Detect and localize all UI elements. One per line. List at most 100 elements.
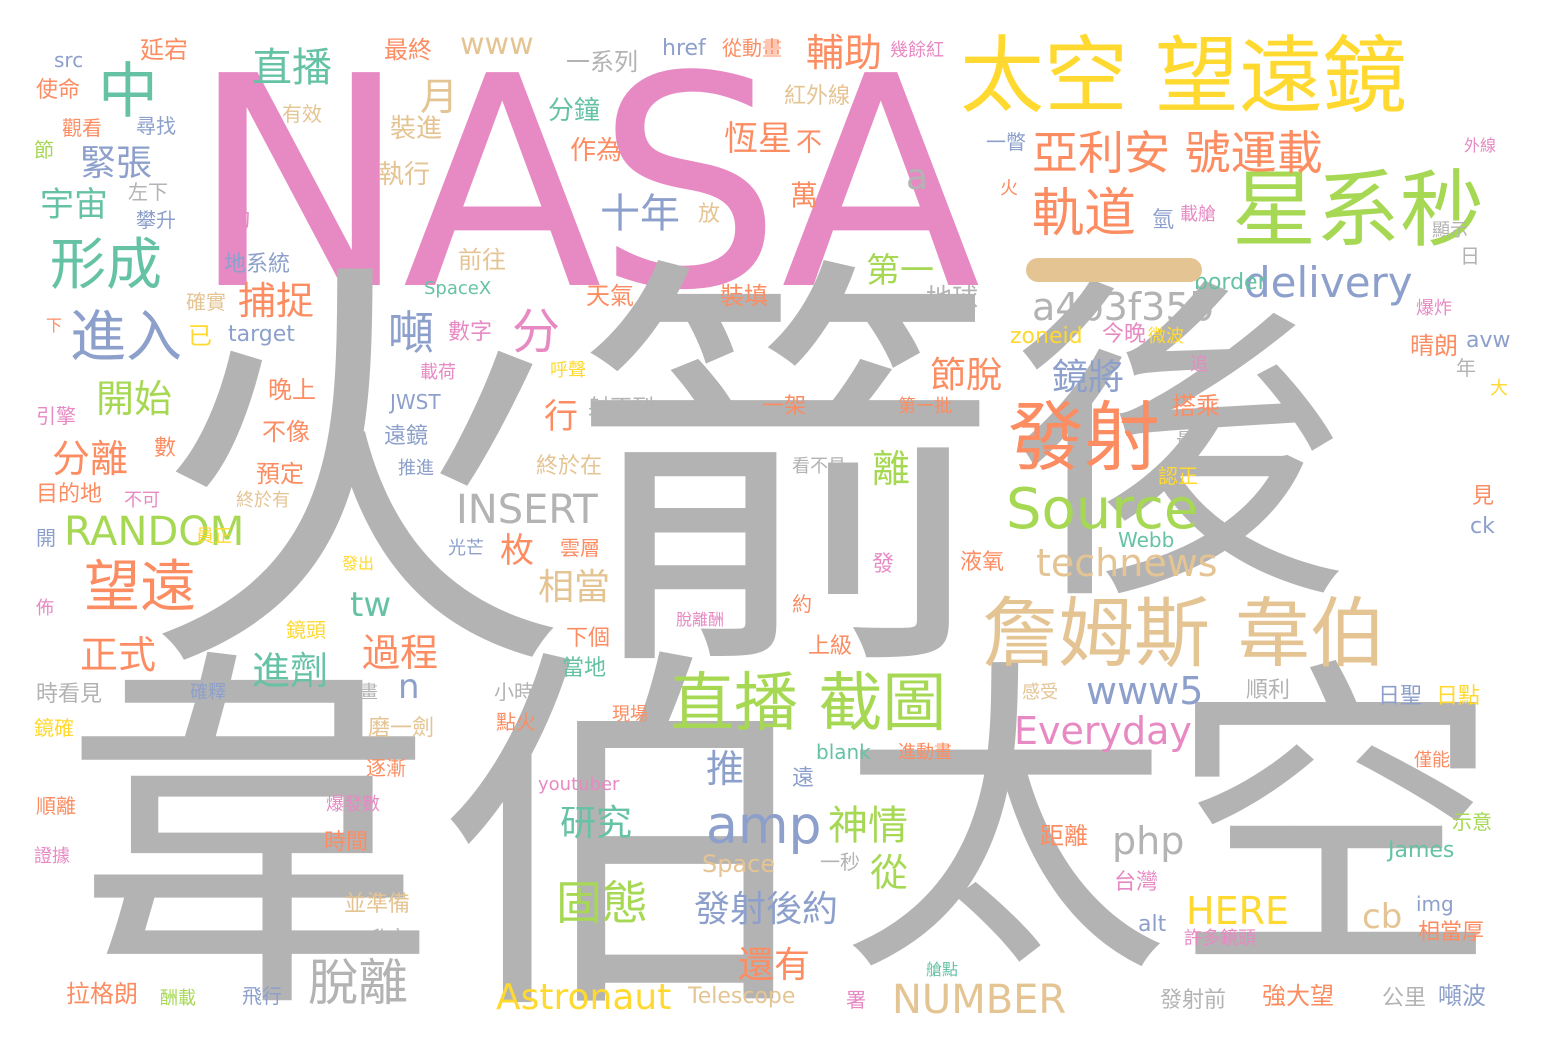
- word-jingque: 鏡確: [34, 716, 74, 740]
- word-husheng: 呼聲: [550, 360, 586, 381]
- word-jinneng: 僅能: [1414, 750, 1450, 771]
- word-shu: 數: [154, 436, 177, 461]
- word-zhongyuyou: 終於有: [236, 490, 290, 511]
- word-spacex: SpaceX: [424, 278, 492, 299]
- word-fashe: 發射: [1008, 393, 1160, 482]
- word-dun: 噸: [388, 306, 434, 360]
- word-tuijin: 推進: [398, 458, 434, 479]
- word-james: James: [1388, 838, 1455, 863]
- dash-mark: [1026, 258, 1202, 282]
- word-yuanzheng: 員正: [196, 526, 232, 547]
- word-amp: amp: [706, 796, 822, 856]
- word-shunli2: 順離: [36, 794, 76, 818]
- word-buke: 不可: [124, 490, 160, 511]
- word-gutai: 固態: [556, 876, 648, 930]
- word-nasa: NASA: [190, 14, 981, 354]
- word-donghua: 動畫: [342, 682, 378, 703]
- word-fasheqian: 發射前: [1160, 988, 1227, 1013]
- word-shijian: 時間: [324, 830, 369, 855]
- word-zhuangtian: 裝填: [720, 282, 768, 310]
- word-n: n: [398, 667, 420, 707]
- word-bu: 不: [796, 128, 823, 158]
- word-dacheng: 搭乘: [1172, 392, 1220, 420]
- word-ck: ck: [1470, 514, 1495, 539]
- word-kanbujian: 看不見: [792, 456, 846, 477]
- word-qianwang: 前往: [458, 246, 506, 274]
- word-xuduojingtou: 許多鏡頭: [1184, 928, 1256, 949]
- word-yue: 月: [420, 75, 459, 119]
- word-avw: avw: [1466, 328, 1511, 353]
- word-border: border: [1194, 270, 1267, 295]
- word-taikong: 太空: [840, 633, 1500, 1017]
- word-shu2: 署: [846, 988, 866, 1012]
- word-buxiang: 不像: [262, 418, 310, 446]
- word-blank: blank: [816, 740, 871, 764]
- word-dunbo: 噸波: [1438, 982, 1486, 1010]
- word-zhong: 中: [98, 57, 158, 127]
- word-tw: tw: [350, 585, 392, 625]
- word-youtuber: youtuber: [538, 774, 620, 795]
- word-taiwan: 台灣: [1114, 870, 1159, 895]
- word-chouzai: 酬載: [160, 988, 196, 1009]
- word-zhujian: 逐漸: [366, 756, 406, 780]
- word-a4b3f35b: a4b3f35b: [1032, 285, 1214, 329]
- word-feixing: 飛行: [242, 984, 282, 1008]
- word-zhongyuzai: 終於在: [536, 454, 603, 479]
- word-hengxing: 恆星: [724, 119, 792, 159]
- word-zhibo: 直播: [252, 45, 332, 91]
- word-yuan: 遠: [792, 766, 815, 791]
- word-waixian: 外線: [1464, 136, 1497, 155]
- word-webb: Webb: [1118, 528, 1175, 552]
- word-jie: 節: [34, 138, 54, 162]
- word-youxiao: 有效: [282, 102, 322, 126]
- word-diqiu: 地球: [926, 284, 979, 314]
- word-fachu: 發出: [342, 554, 375, 573]
- word-yandang: 延宕: [140, 36, 188, 64]
- word-diyi: 第一: [866, 251, 934, 291]
- word-zuizhong: 最終: [384, 36, 432, 64]
- word-moyijian: 磨一劍: [368, 716, 435, 741]
- word-ridian: 日點: [1436, 684, 1481, 709]
- word-bingzhunbei: 並準備: [344, 892, 411, 917]
- word-kaishi: 開始: [96, 377, 173, 421]
- word-li: 離: [872, 447, 911, 491]
- word-jiyuhong: 幾餘紅: [890, 40, 944, 61]
- word-src: src: [54, 48, 84, 72]
- word-dianhuo: 點火: [496, 710, 536, 734]
- word-fashe-houyue: 發射後約: [694, 889, 839, 930]
- word-shunli: 順利: [1246, 678, 1291, 703]
- word-da: 大: [1490, 378, 1508, 399]
- word-queshi: 確實: [186, 290, 226, 314]
- word-yinqing: 引擎: [36, 404, 76, 428]
- word-zhibo-jietu: 直播 截圖: [670, 667, 947, 741]
- word-target: target: [228, 322, 295, 347]
- word-hongwaixian: 紅外線: [784, 84, 851, 109]
- word-huojian: 火箭: [140, 227, 1000, 727]
- word-jietuo: 節脫: [930, 355, 1003, 396]
- word-weibo: 韋伯: [58, 618, 818, 1061]
- word-telescope: Telescope: [688, 984, 796, 1009]
- word-shinian: 十年: [600, 191, 680, 237]
- word-jinzhang: 緊張: [80, 143, 153, 184]
- word-yuding: 預定: [256, 460, 304, 488]
- word-wan: 萬: [790, 179, 819, 212]
- word-yi: 已: [188, 322, 212, 350]
- word-jingtou: 鏡頭: [286, 618, 326, 642]
- word-xiangdanghou: 相當厚: [1418, 920, 1485, 945]
- word-xiage: 下個: [566, 626, 611, 651]
- word-delivery: delivery: [1244, 258, 1413, 307]
- word-ganshou: 感受: [1022, 682, 1058, 703]
- word-img: img: [1416, 892, 1454, 916]
- word-xianchang: 現場: [612, 704, 648, 725]
- word-zoneid: zoneid: [1010, 324, 1083, 349]
- word-kai: 開: [36, 526, 56, 550]
- word-yue2: 約: [792, 592, 812, 616]
- word-buzhuo: 捕捉: [238, 279, 315, 323]
- word-here: HERE: [1186, 889, 1289, 933]
- word-guangmang: 光芒: [448, 538, 484, 559]
- word-yimiao: 一秒: [820, 850, 860, 874]
- word-mudidi: 目的地: [36, 482, 103, 507]
- word-jinwan: 今晚: [1102, 322, 1147, 347]
- word-wanshang: 晚上: [268, 376, 316, 404]
- word-xunzhao: 尋找: [136, 114, 176, 138]
